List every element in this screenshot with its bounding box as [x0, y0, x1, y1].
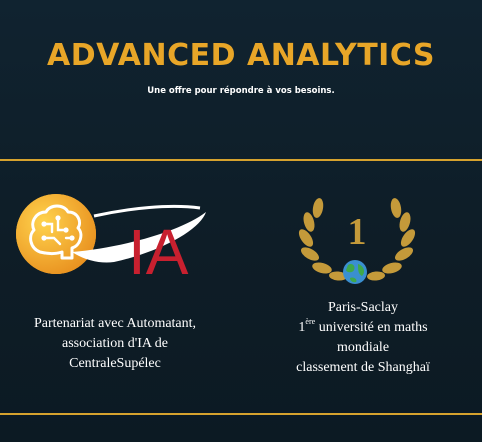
partnership-caption-line: CentraleSupélec	[69, 356, 161, 371]
globe-icon	[343, 260, 367, 284]
partnership-caption-line: association d'IA de	[62, 336, 168, 351]
rank-number: 1	[348, 211, 367, 253]
automatant-ia-logo: IA	[16, 194, 206, 282]
rank-description: université en maths	[315, 320, 428, 335]
page-subtitle: Une offre pour répondre à vos besoins.	[147, 86, 335, 96]
page-title: ADVANCED ANALYTICS	[47, 38, 435, 73]
ia-logo-text: IA	[128, 216, 189, 282]
brain-icon	[16, 194, 96, 274]
ranking-caption-line: mondiale	[336, 340, 390, 355]
laurel-wreath-icon: 1	[298, 198, 416, 284]
ranking-caption: Paris-Saclay 1ère université en maths mo…	[258, 298, 468, 378]
swoosh-arc	[93, 204, 201, 218]
swoosh-shape	[72, 212, 206, 263]
divider-top	[0, 159, 482, 161]
ranking-caption-line: classement de Shanghaï	[296, 360, 430, 375]
rank-ordinal-suffix: ère	[305, 317, 316, 327]
partnership-caption-line: Partenariat avec Automatant,	[33, 316, 197, 331]
rank-ordinal-number: 1	[298, 320, 306, 335]
partnership-caption: Partenariat avec Automatant, association…	[6, 314, 224, 374]
ranking-caption-line: 1ère université en maths	[258, 318, 468, 338]
ranking-caption-line: Paris-Saclay	[328, 300, 398, 315]
divider-bottom	[0, 413, 482, 415]
